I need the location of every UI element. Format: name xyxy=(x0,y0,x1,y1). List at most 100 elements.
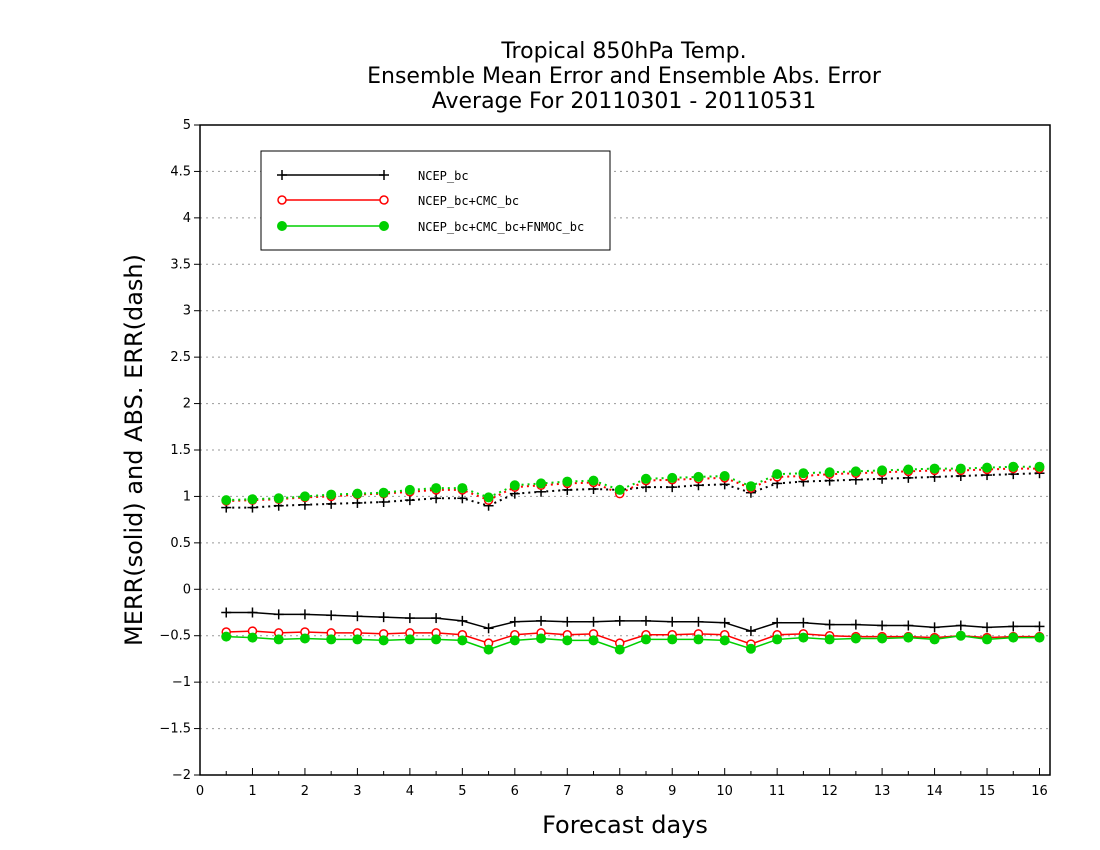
x-tick-label-3: 3 xyxy=(353,784,361,799)
series-3-merr-point xyxy=(352,634,363,645)
series-3-merr-point xyxy=(509,635,520,646)
x-tick-label-4: 4 xyxy=(406,784,414,799)
series-3-merr-point xyxy=(877,633,888,644)
y-tick-label-4: 0 xyxy=(183,582,191,597)
series-3-abs-err-point xyxy=(1008,461,1019,472)
axis-ticks: −2−1.5−1−0.500.511.522.533.544.550 1 2 3 4 5 6… xyxy=(159,118,1047,799)
series-3-abs-err-point xyxy=(431,483,442,494)
y-tick-label-8: 2 xyxy=(183,397,191,412)
y-tick-label-7: 1.5 xyxy=(170,443,191,458)
y-tick-label-13: 4.5 xyxy=(170,164,191,179)
y-tick-label-14: 5 xyxy=(183,118,191,133)
series-1-merr-point xyxy=(1034,621,1045,632)
series-1-merr-point xyxy=(929,622,940,633)
series-3-merr-point xyxy=(457,635,468,646)
series-3-merr-point xyxy=(299,633,310,644)
series-1-merr-point xyxy=(955,620,966,631)
series-1-merr-point xyxy=(352,611,363,622)
series-1-merr-point xyxy=(877,620,888,631)
gridlines xyxy=(200,170,1050,730)
series-3-merr-point xyxy=(772,634,783,645)
series-1-abs-err-line xyxy=(226,472,1040,509)
x-tick-label-15: 15 xyxy=(979,784,996,799)
x-tick-label-12: 12 xyxy=(821,784,838,799)
legend-label-1: NCEP_bc xyxy=(418,169,469,183)
series-1-merr-point xyxy=(457,615,468,626)
series-3-abs-err-point xyxy=(667,472,678,483)
series-3-merr-point xyxy=(221,631,232,642)
series-1-merr-point xyxy=(719,617,730,628)
series-3-merr-point xyxy=(903,632,914,643)
series-3-abs-err-point xyxy=(509,480,520,491)
series-1 xyxy=(221,468,1045,637)
y-axis-label: MERR(solid) and ABS. ERR(dash) xyxy=(120,254,148,646)
series-3-merr-point xyxy=(850,633,861,644)
plot-series xyxy=(221,461,1045,655)
series-1-merr-point xyxy=(483,623,494,634)
series-3-merr-line xyxy=(226,634,1040,651)
series-3-abs-err-point xyxy=(877,465,888,476)
series-1-merr-point xyxy=(824,619,835,630)
legend-label-3: NCEP_bc+CMC_bc+FNMOC_bc xyxy=(418,220,584,234)
series-3-abs-err-point xyxy=(457,483,468,494)
series-3 xyxy=(221,461,1045,655)
legend-marker-1-right xyxy=(379,170,389,180)
series-3-abs-err-point xyxy=(850,466,861,477)
chart-title: Tropical 850hPa Temp. Ensemble Mean Erro… xyxy=(367,39,882,114)
series-3-abs-err-point xyxy=(640,473,651,484)
x-tick-label-0: 0 xyxy=(196,784,204,799)
legend-marker-2-left xyxy=(277,195,287,205)
series-1-merr-point xyxy=(588,616,599,627)
legend-marker-2-right xyxy=(379,195,389,205)
legend-marker-3-left xyxy=(277,221,287,231)
series-3-abs-err-point xyxy=(798,468,809,479)
y-tick-label-1: −1.5 xyxy=(159,722,191,737)
series-1-merr-point xyxy=(509,616,520,627)
series-3-abs-err-point xyxy=(352,488,363,499)
series-3-abs-err-point xyxy=(562,476,573,487)
series-3-abs-err-point xyxy=(536,478,547,489)
series-3-abs-err-point xyxy=(772,469,783,480)
series-3-merr-point xyxy=(1008,632,1019,643)
series-3-merr-point xyxy=(562,635,573,646)
series-3-merr-point xyxy=(614,644,625,655)
series-1-merr-point xyxy=(378,612,389,623)
series-1-merr-line xyxy=(226,611,1040,632)
series-1-merr-point xyxy=(667,616,678,627)
y-tick-label-9: 2.5 xyxy=(170,350,191,365)
series-3-abs-err-point xyxy=(273,493,284,504)
series-1-abs-err-point xyxy=(457,493,468,504)
series-3-merr-point xyxy=(326,634,337,645)
y-tick-label-3: −0.5 xyxy=(159,629,191,644)
x-tick-label-13: 13 xyxy=(874,784,891,799)
series-3-merr-point xyxy=(798,632,809,643)
series-1-merr-point xyxy=(640,615,651,626)
series-1-abs-err-point xyxy=(431,493,442,504)
y-tick-label-12: 4 xyxy=(183,211,191,226)
series-3-abs-err-point xyxy=(483,492,494,503)
series-3-abs-err-point xyxy=(326,489,337,500)
series-1-merr-point xyxy=(562,616,573,627)
x-tick-label-11: 11 xyxy=(769,784,786,799)
series-3-merr-point xyxy=(693,634,704,645)
legend-marker-3-right xyxy=(379,221,389,231)
series-1-abs-err-point xyxy=(404,495,415,506)
series-3-merr-point xyxy=(404,634,415,645)
series-3-merr-point xyxy=(640,634,651,645)
series-1-merr-point xyxy=(326,610,337,621)
x-tick-label-1: 1 xyxy=(248,784,256,799)
series-1-merr-point xyxy=(536,615,547,626)
x-tick-label-9: 9 xyxy=(668,784,676,799)
x-tick-label-10: 10 xyxy=(716,784,733,799)
series-3-abs-err-point xyxy=(982,462,993,473)
x-tick-label-16: 16 xyxy=(1031,784,1048,799)
series-3-merr-point xyxy=(982,634,993,645)
y-tick-label-11: 3.5 xyxy=(170,257,191,272)
series-1-merr-point xyxy=(1008,621,1019,632)
series-3-abs-err-point xyxy=(247,494,258,505)
series-3-abs-err-point xyxy=(1034,461,1045,472)
series-3-abs-err-point xyxy=(404,484,415,495)
series-3-abs-err-point xyxy=(693,471,704,482)
series-3-merr-point xyxy=(483,644,494,655)
